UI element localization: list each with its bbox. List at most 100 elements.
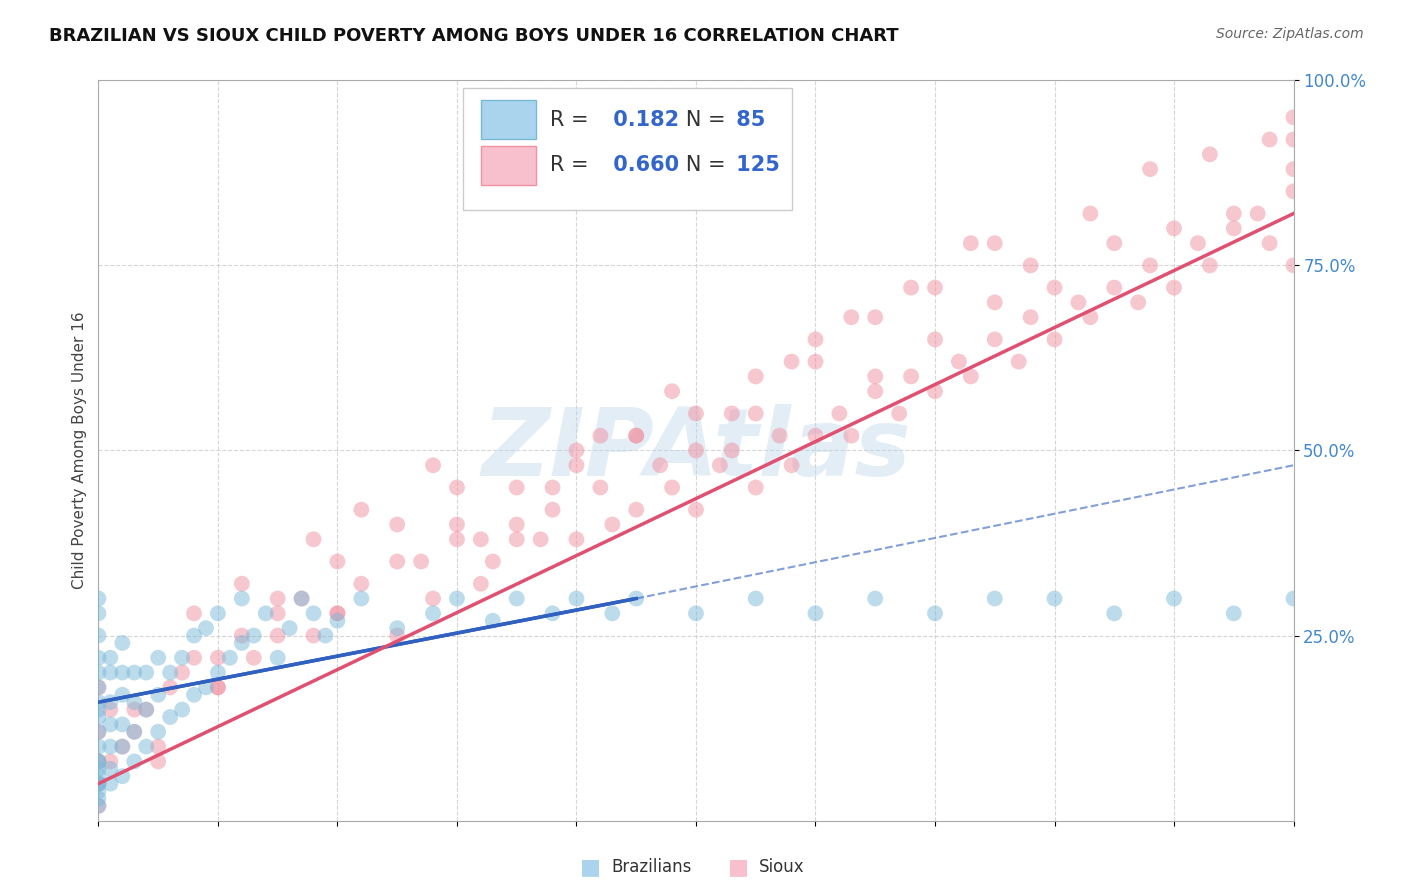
Point [195,621,218,635]
Point [589,480,612,494]
Point [183,650,205,665]
Point [1128,295,1150,310]
Point [159,710,181,724]
Point [1163,221,1185,235]
Text: Source: ZipAtlas.com: Source: ZipAtlas.com [1216,27,1364,41]
Point [98,717,122,731]
Point [422,458,444,473]
Point [172,650,194,665]
Point [1080,206,1102,220]
Point [87,650,110,665]
Point [506,533,529,547]
Point [446,591,468,606]
Point [541,480,564,494]
FancyBboxPatch shape [481,100,536,139]
Point [183,688,205,702]
Point [889,407,911,421]
Point [745,480,768,494]
Point [315,628,337,642]
Point [1223,221,1246,235]
Point [1139,162,1161,177]
Point [446,533,468,547]
Point [1187,236,1209,251]
Point [1139,259,1161,273]
Point [685,443,707,458]
Point [1247,206,1270,220]
Point [960,236,983,251]
Point [685,502,707,516]
Point [984,295,1007,310]
Point [446,517,468,532]
Point [87,776,110,791]
Point [1282,591,1305,606]
Point [1258,132,1281,146]
Point [87,681,110,695]
Point [1043,332,1066,346]
Point [350,591,373,606]
Point [267,650,290,665]
Point [326,614,349,628]
Point [709,458,731,473]
Point [135,665,157,680]
Text: N =: N = [666,110,733,129]
Point [1019,259,1042,273]
Point [1223,607,1246,621]
Point [183,607,205,621]
Point [721,443,744,458]
Point [984,332,1007,346]
Point [984,591,1007,606]
Point [87,755,110,769]
Point [87,784,110,798]
Point [1104,607,1126,621]
Point [124,755,146,769]
Point [98,762,122,776]
Point [481,555,505,569]
Point [1199,147,1222,161]
Point [98,695,122,709]
Point [422,607,444,621]
Point [626,428,648,442]
Point [446,480,468,494]
Point [602,607,624,621]
Point [506,480,529,494]
Point [1282,259,1305,273]
Point [87,798,110,813]
Point [350,502,373,516]
Text: 0.660: 0.660 [606,155,679,176]
Text: ZIPAtlas: ZIPAtlas [481,404,911,497]
Point [87,791,110,805]
Point [721,407,744,421]
Point [865,369,887,384]
Point [745,407,768,421]
Point [87,681,110,695]
Point [804,607,827,621]
Text: R =: R = [550,155,595,176]
Point [1282,132,1305,146]
Point [148,755,170,769]
Point [87,755,110,769]
Point [111,769,134,783]
Point [984,236,1007,251]
Point [98,665,122,680]
Point [207,665,229,680]
Point [87,739,110,754]
Point [87,710,110,724]
Point [148,650,170,665]
Point [124,665,146,680]
Point [267,591,290,606]
Point [172,703,194,717]
Point [159,665,181,680]
Point [87,798,110,813]
Point [626,502,648,516]
Point [302,533,325,547]
Text: N =: N = [666,155,733,176]
Text: Brazilians: Brazilians [612,858,692,876]
Point [111,688,134,702]
Point [924,332,946,346]
Point [111,717,134,731]
Point [385,555,409,569]
Point [254,607,277,621]
Point [1043,280,1066,294]
Point [1282,111,1305,125]
Point [804,332,827,346]
